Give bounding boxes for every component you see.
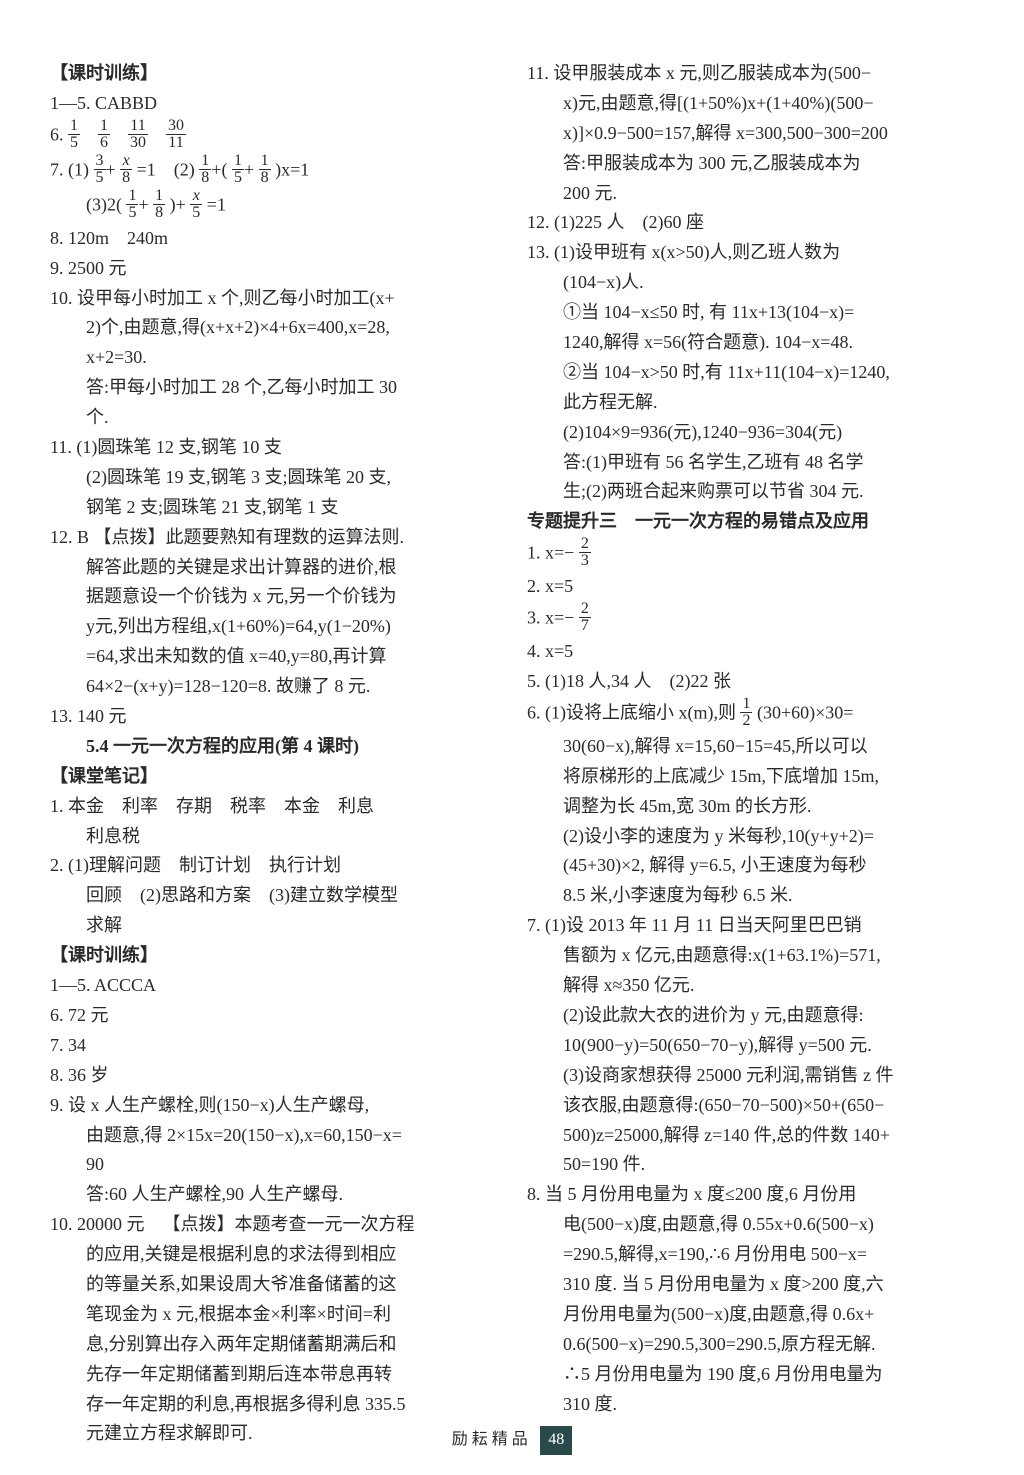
q10: 10. 设甲每小时加工 x 个,则乙每小时加工(x+ bbox=[50, 285, 497, 313]
q7-3: (3)2( 15+ 18 )+ x5 =1 bbox=[50, 190, 497, 223]
right-column: 11. 设甲服装成本 x 元,则乙服装成本为(500− x)元,由题意,得[(1… bbox=[527, 60, 974, 1450]
frac: 3011 bbox=[166, 118, 186, 151]
frac: 15 bbox=[68, 118, 80, 151]
q6: 6. 15 16 1130 3011 bbox=[50, 120, 497, 153]
section-title: 【课堂笔记】 bbox=[50, 763, 497, 791]
a6: 6. (1)设将上底缩小 x(m),则 12 (30+60)×30= bbox=[527, 698, 974, 731]
page-number: 48 bbox=[540, 1426, 572, 1455]
answer-1-5: 1—5. CABBD bbox=[50, 90, 497, 118]
a1: 1. x=− 23 bbox=[527, 538, 974, 571]
q7-1: 7. (1) 35+ x8 =1 (2) 18+( 15+ 18 )x=1 bbox=[50, 155, 497, 188]
frac: 1130 bbox=[128, 118, 148, 151]
subsection-heading: 专题提升三 一元一次方程的易错点及应用 bbox=[527, 508, 974, 536]
footer-label: 励耘精品 bbox=[452, 1431, 532, 1448]
frac: 16 bbox=[98, 118, 110, 151]
q11: 11. (1)圆珠笔 12 支,钢笔 10 支 bbox=[50, 434, 497, 462]
q8: 8. 120m 240m bbox=[50, 225, 497, 253]
q9: 9. 2500 元 bbox=[50, 255, 497, 283]
q12: 12. B 【点拨】此题要熟知有理数的运算法则. bbox=[50, 524, 497, 552]
page-footer: 励耘精品 48 bbox=[0, 1425, 1024, 1455]
subsection-heading: 5.4 一元一次方程的应用(第 4 课时) bbox=[50, 733, 497, 761]
q13: 13. 140 元 bbox=[50, 703, 497, 731]
section-title: 【课时训练】 bbox=[50, 60, 497, 88]
a3: 3. x=− 27 bbox=[527, 603, 974, 636]
section-title: 【课时训练】 bbox=[50, 942, 497, 970]
left-column: 【课时训练】 1—5. CABBD 6. 15 16 1130 3011 7. … bbox=[50, 60, 497, 1450]
